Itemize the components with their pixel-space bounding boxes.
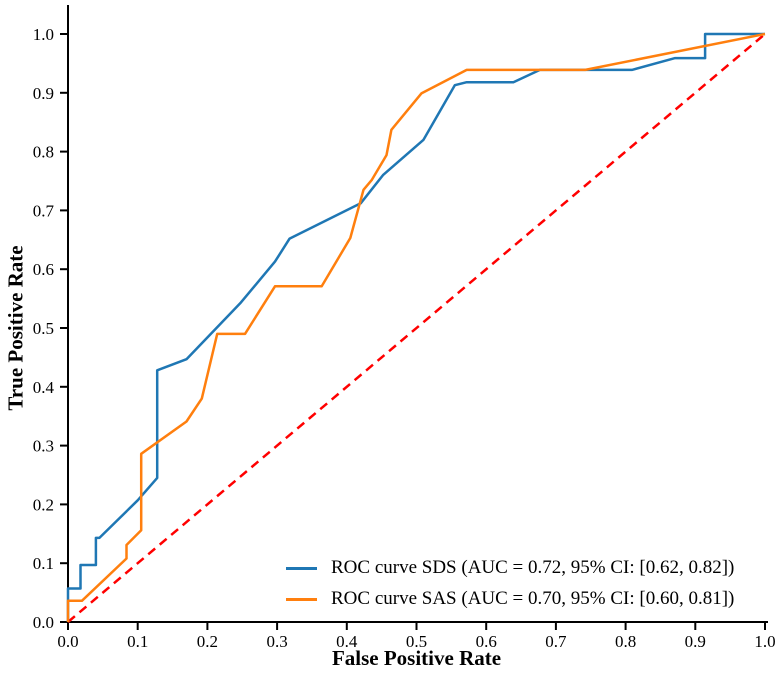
y-tick-label: 0.8: [33, 143, 54, 162]
x-tick-label: 0.1: [127, 632, 148, 651]
x-tick-label: 0.8: [615, 632, 636, 651]
y-tick-label: 0.3: [33, 437, 54, 456]
legend-line-swatch: [286, 566, 317, 570]
roc-curve-sas-line: [66, 32, 766, 622]
x-tick-label: 0.5: [406, 632, 427, 651]
y-tick-label: 0.1: [33, 554, 54, 573]
y-tick-label: 0.0: [33, 613, 54, 632]
x-tick-label: 0.7: [545, 632, 567, 651]
legend-label: ROC curve SAS (AUC = 0.70, 95% CI: [0.60…: [331, 588, 735, 609]
x-axis-title: False Positive Rate: [331, 646, 502, 670]
x-tick-label: 0.6: [476, 632, 497, 651]
y-tick-label: 0.2: [33, 495, 54, 514]
legend: ROC curve SDS (AUC = 0.72, 95% CI: [0.62…: [286, 555, 734, 612]
x-tick-label: 0.4: [336, 632, 358, 651]
y-tick-label: 0.4: [33, 378, 55, 397]
legend-line-swatch: [286, 597, 317, 601]
x-tick-label: 0.9: [685, 632, 706, 651]
y-tick-label: 0.5: [33, 319, 54, 338]
x-tick-label: 0.3: [266, 632, 287, 651]
legend-item-roc-curve-sas: ROC curve SAS (AUC = 0.70, 95% CI: [0.60…: [286, 586, 734, 612]
y-tick-label: 0.6: [33, 260, 54, 279]
x-tick-label: 0.0: [57, 632, 78, 651]
y-tick-label: 0.7: [33, 201, 55, 220]
legend-item-roc-curve-sds: ROC curve SDS (AUC = 0.72, 95% CI: [0.62…: [286, 555, 734, 581]
x-tick-label: 1.0: [754, 632, 775, 651]
y-axis-title: True Positive Rate: [3, 245, 28, 411]
y-tick-label: 0.9: [33, 84, 54, 103]
x-tick-label: 0.2: [197, 632, 218, 651]
roc-curve-sds-line: [66, 32, 765, 622]
chance-diagonal-line: [67, 33, 766, 623]
y-tick-label: 1.0: [33, 25, 54, 44]
legend-label: ROC curve SDS (AUC = 0.72, 95% CI: [0.62…: [331, 557, 735, 578]
